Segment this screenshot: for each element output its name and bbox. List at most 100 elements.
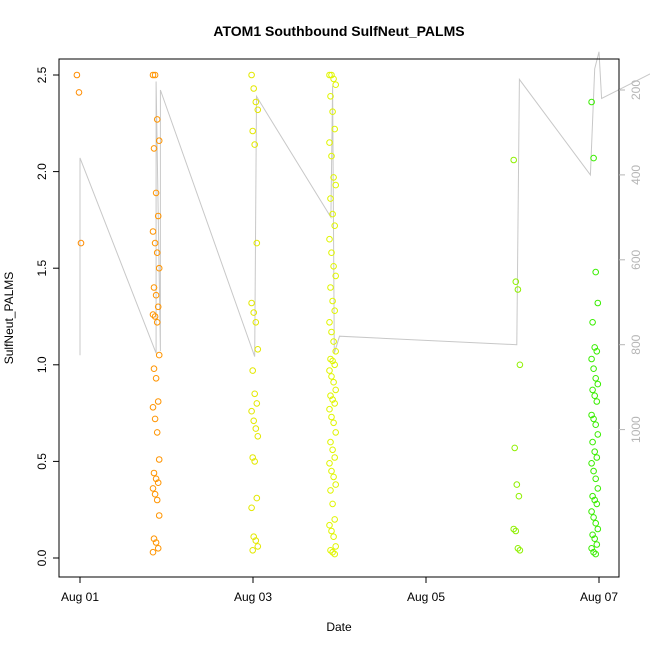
data-point	[328, 71, 335, 79]
chart-title: ATOM1 Southbound SulfNeut_PALMS	[213, 23, 464, 39]
data-point	[332, 81, 340, 88]
data-point	[153, 496, 161, 504]
data-point	[254, 543, 262, 550]
data-point	[593, 500, 601, 508]
data-point	[155, 264, 163, 272]
data-point	[252, 319, 260, 326]
data-point	[249, 367, 256, 374]
x-tick-label: Aug 05	[407, 590, 445, 604]
data-point	[328, 467, 335, 475]
data-point	[154, 479, 162, 487]
data-point	[155, 512, 163, 519]
data-point	[151, 71, 159, 79]
data-point	[152, 539, 160, 546]
data-point	[327, 195, 334, 202]
data-point	[328, 328, 335, 336]
data-point	[331, 550, 339, 558]
data-point	[150, 284, 158, 291]
data-point	[588, 355, 595, 363]
data-point	[330, 263, 337, 270]
data-point	[330, 473, 337, 481]
data-point	[326, 319, 333, 326]
data-point	[252, 425, 260, 432]
data-point	[254, 346, 262, 353]
data-point	[331, 125, 339, 133]
y2-tick-label: 800	[629, 334, 643, 354]
data-point	[514, 286, 522, 293]
data-point	[329, 108, 336, 115]
data-point	[250, 533, 257, 541]
data-point	[590, 467, 597, 475]
data-point	[326, 139, 333, 146]
data-point	[510, 525, 518, 533]
data-point	[589, 438, 596, 446]
data-point	[588, 411, 595, 419]
data-point	[252, 98, 260, 106]
x-tick-label: Aug 03	[234, 590, 272, 604]
data-point	[592, 550, 600, 558]
data-point	[250, 85, 257, 92]
data-point	[155, 137, 163, 144]
data-point	[149, 228, 157, 235]
data-point	[328, 373, 335, 380]
data-point	[251, 141, 258, 148]
data-point	[514, 545, 522, 552]
data-point	[328, 152, 335, 160]
data-point	[588, 460, 595, 467]
data-point	[152, 375, 160, 382]
y-tick-label: 2.5	[35, 66, 49, 83]
data-point	[591, 344, 599, 351]
data-point	[152, 291, 160, 299]
data-point	[326, 367, 333, 374]
data-point	[590, 548, 597, 556]
data-point	[512, 527, 520, 535]
data-point	[513, 481, 521, 488]
data-point	[591, 496, 599, 504]
data-point	[152, 189, 160, 197]
data-point	[328, 249, 335, 256]
data-point	[155, 456, 163, 463]
data-point	[590, 415, 597, 423]
data-point	[250, 417, 257, 425]
data-point	[153, 116, 161, 123]
data-point	[588, 98, 595, 106]
data-point	[332, 481, 340, 488]
data-point	[253, 400, 261, 407]
data-point	[330, 174, 337, 181]
data-point	[329, 357, 336, 365]
data-point	[150, 469, 158, 477]
y-axis-title: SulfNeut_PALMS	[2, 272, 16, 365]
data-point	[328, 413, 335, 421]
data-point	[248, 407, 255, 415]
y2-tick-label: 600	[629, 249, 643, 269]
data-point	[326, 235, 333, 243]
y-tick-label: 0.5	[35, 453, 49, 470]
data-point	[249, 127, 256, 135]
data-point	[588, 508, 595, 515]
data-point	[151, 490, 159, 498]
data-point	[254, 106, 262, 114]
x-axis-title: Date	[326, 620, 352, 634]
data-point	[592, 375, 600, 382]
y2-tick-label: 200	[629, 80, 643, 100]
data-point	[329, 500, 336, 508]
data-point	[252, 537, 260, 544]
data-point	[154, 303, 162, 311]
data-point	[327, 438, 334, 446]
y-tick-label: 1.5	[35, 260, 49, 277]
data-point	[249, 454, 256, 461]
data-point	[248, 504, 255, 512]
data-point	[331, 400, 339, 407]
data-point	[149, 311, 157, 318]
data-point	[511, 444, 519, 452]
x-tick-label: Aug 01	[61, 590, 99, 604]
data-point	[155, 351, 163, 359]
data-point	[332, 543, 340, 550]
data-point	[515, 492, 523, 500]
data-point	[330, 419, 337, 427]
data-point	[149, 485, 157, 492]
data-point	[73, 71, 81, 79]
data-point	[326, 460, 333, 467]
data-point	[253, 239, 261, 247]
data-point	[253, 494, 261, 502]
